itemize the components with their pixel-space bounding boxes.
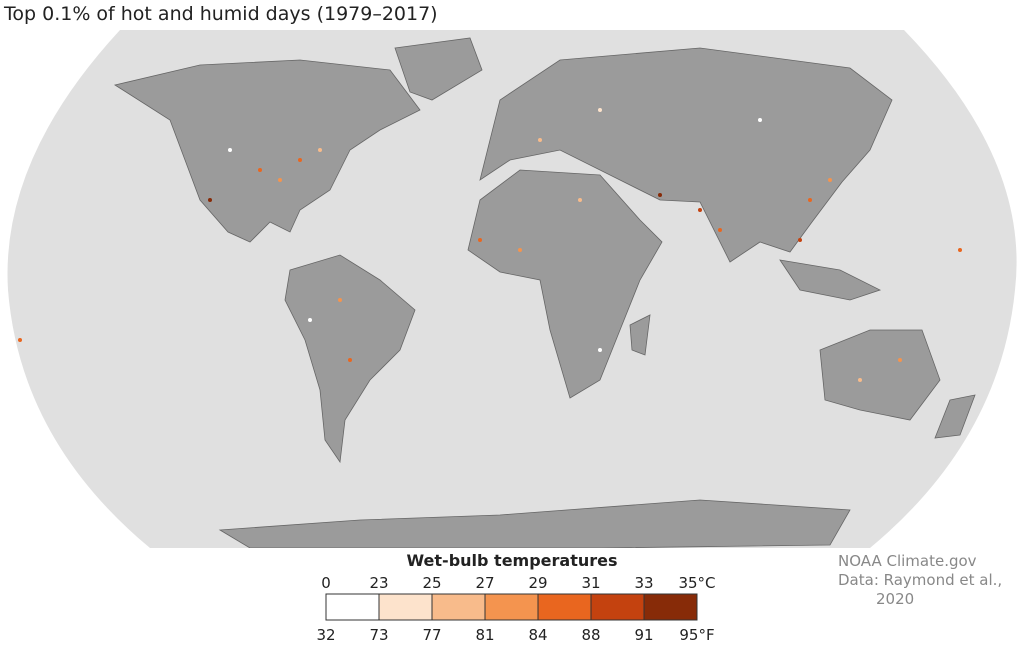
legend-swatch (378, 593, 433, 621)
indonesia (779, 259, 882, 301)
celsius-label: 0 (321, 574, 331, 592)
land (113, 37, 976, 548)
africa (467, 169, 663, 399)
fahrenheit-label: 88 (581, 626, 600, 644)
credit: NOAA Climate.gov (838, 552, 977, 570)
australia (819, 329, 941, 421)
celsius-label: 23 (369, 574, 388, 592)
celsius-label: 25 (422, 574, 441, 592)
fahrenheit-label: 91 (634, 626, 653, 644)
legend-swatch (325, 593, 380, 621)
legend: 0 23 25 27 29 31 33 35°C 32 73 77 81 84 88 91 95°F (316, 574, 715, 644)
station-dots (18, 108, 962, 382)
fahrenheit-label: 32 (316, 626, 335, 644)
credit: 2020 (876, 590, 914, 608)
fahrenheit-label: 84 (528, 626, 547, 644)
legend-swatch (431, 593, 486, 621)
antarctica (218, 499, 851, 548)
madagascar (629, 314, 651, 356)
celsius-label: 31 (581, 574, 600, 592)
world-map (7, 30, 1017, 548)
legend-swatch (590, 593, 645, 621)
celsius-label: 27 (475, 574, 494, 592)
celsius-label: 35°C (678, 574, 715, 592)
celsius-label: 29 (528, 574, 547, 592)
fahrenheit-label: 73 (369, 626, 388, 644)
fahrenheit-label: 77 (422, 626, 441, 644)
north-america (113, 59, 421, 243)
eurasia (479, 47, 893, 263)
fahrenheit-label: 81 (475, 626, 494, 644)
legend-swatch (643, 593, 698, 621)
new-zealand (934, 394, 976, 439)
credit: Data: Raymond et al., (838, 571, 1002, 589)
celsius-label: 33 (634, 574, 653, 592)
greenland (394, 37, 483, 101)
legend-title: Wet-bulb temperatures (406, 551, 617, 570)
legend-swatch (537, 593, 592, 621)
fahrenheit-label: 95°F (679, 626, 714, 644)
title: Top 0.1% of hot and humid days (1979–201… (3, 3, 438, 25)
legend-swatch (484, 593, 539, 621)
